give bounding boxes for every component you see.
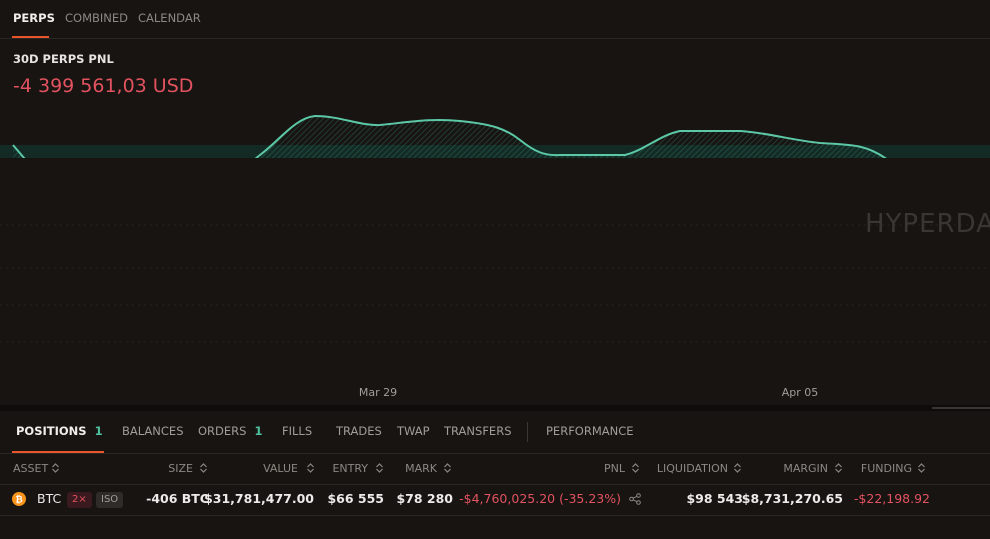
sort-icon[interactable]: [199, 462, 208, 474]
share-icon[interactable]: [629, 493, 641, 505]
coin-icon: ₿: [12, 492, 26, 506]
column-header[interactable]: MARGIN: [783, 462, 828, 475]
divider: [0, 453, 990, 454]
pnl-chart: HYPERDA Mar 29 Apr 05: [0, 114, 990, 399]
column-header[interactable]: FUNDING: [860, 462, 912, 475]
cell: $78 280: [396, 491, 453, 506]
column-header[interactable]: VALUE: [263, 462, 298, 475]
pnl-line: [12, 114, 887, 158]
column-header[interactable]: ENTRY: [332, 462, 368, 475]
bottom-tab[interactable]: TRADES: [336, 424, 382, 438]
pnl-title: 30D PERPS PNL: [13, 52, 114, 66]
sort-icon[interactable]: [917, 462, 926, 474]
sort-icon[interactable]: [631, 462, 640, 474]
sort-icon[interactable]: [375, 462, 384, 474]
asset-name: BTC: [37, 491, 62, 506]
active-tab-underline: [12, 451, 104, 453]
bottom-tab[interactable]: TWAP: [397, 424, 430, 438]
column-header[interactable]: ASSET: [13, 462, 49, 475]
sort-icon[interactable]: [733, 462, 742, 474]
x-axis-label: Mar 29: [359, 386, 397, 399]
cell: -406 BTC: [146, 491, 209, 506]
bottom-tab[interactable]: POSITIONS: [16, 424, 87, 438]
bottom-tab[interactable]: FILLS: [282, 424, 313, 438]
svg-text:₿: ₿: [15, 495, 22, 506]
column-header[interactable]: PNL: [604, 462, 625, 475]
cell: $8,731,270.65: [741, 491, 843, 506]
cell: -$4,760,025.20 (-35.23%): [459, 491, 621, 506]
bottom-tab[interactable]: TRANSFERS: [444, 424, 512, 438]
column-header[interactable]: LIQUIDATION: [656, 462, 728, 475]
divider: [0, 484, 990, 485]
panel-gap: [0, 405, 990, 411]
tab-separator: [527, 422, 528, 442]
cell: -$22,198.92: [853, 491, 930, 506]
bottom-tab[interactable]: BALANCES: [122, 424, 184, 438]
sort-icon[interactable]: [51, 462, 60, 474]
x-axis-label: Apr 05: [782, 386, 819, 399]
margin-mode-badge: ISO: [96, 492, 124, 508]
cell: $66 555: [327, 491, 384, 506]
sort-icon[interactable]: [834, 462, 843, 474]
divider: [0, 38, 990, 39]
watermark: HYPERDA: [865, 209, 990, 239]
profit-area: [13, 116, 990, 158]
cell: $98 543: [686, 491, 743, 506]
cell: $31,781,477.00: [204, 491, 314, 506]
top-tab[interactable]: COMBINED: [65, 11, 129, 25]
column-header[interactable]: MARK: [405, 462, 437, 475]
top-tab[interactable]: CALENDAR: [138, 11, 201, 25]
divider: [0, 515, 990, 516]
tab-badge: 1: [94, 424, 103, 438]
top-tab[interactable]: PERPS: [13, 11, 55, 25]
bottom-tab[interactable]: ORDERS: [198, 424, 247, 438]
sort-icon[interactable]: [443, 462, 452, 474]
pnl-value: -4 399 561,03 USD: [13, 75, 194, 97]
tab-badge: 1: [254, 424, 263, 438]
column-header[interactable]: SIZE: [168, 462, 193, 475]
scroll-handle: [932, 407, 990, 409]
active-tab-underline: [12, 36, 49, 38]
sort-icon[interactable]: [306, 462, 315, 474]
bottom-tab[interactable]: PERFORMANCE: [546, 424, 634, 438]
leverage-badge: 2×: [67, 492, 92, 508]
